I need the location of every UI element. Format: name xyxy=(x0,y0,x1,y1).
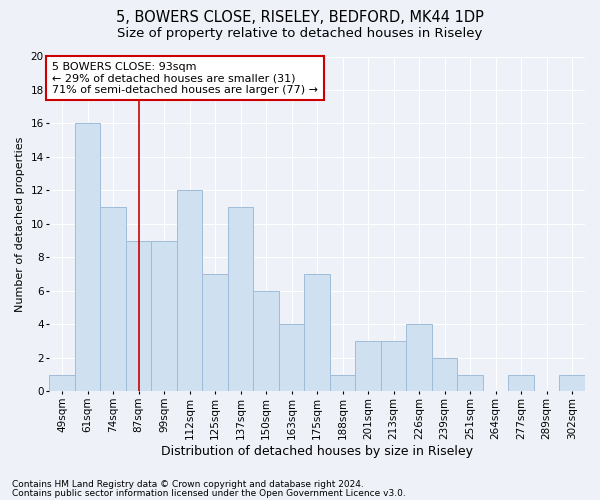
Text: Size of property relative to detached houses in Riseley: Size of property relative to detached ho… xyxy=(118,28,482,40)
Bar xyxy=(202,274,228,392)
Bar xyxy=(406,324,432,392)
Bar xyxy=(126,240,151,392)
Text: 5 BOWERS CLOSE: 93sqm
← 29% of detached houses are smaller (31)
71% of semi-deta: 5 BOWERS CLOSE: 93sqm ← 29% of detached … xyxy=(52,62,318,94)
Bar xyxy=(100,207,126,392)
Bar xyxy=(381,341,406,392)
Bar xyxy=(457,374,483,392)
Bar xyxy=(49,374,75,392)
Bar xyxy=(355,341,381,392)
Bar xyxy=(177,190,202,392)
Bar xyxy=(75,124,100,392)
Bar xyxy=(508,374,534,392)
Bar xyxy=(253,291,279,392)
Text: 5, BOWERS CLOSE, RISELEY, BEDFORD, MK44 1DP: 5, BOWERS CLOSE, RISELEY, BEDFORD, MK44 … xyxy=(116,10,484,25)
X-axis label: Distribution of detached houses by size in Riseley: Distribution of detached houses by size … xyxy=(161,444,473,458)
Y-axis label: Number of detached properties: Number of detached properties xyxy=(15,136,25,312)
Text: Contains HM Land Registry data © Crown copyright and database right 2024.: Contains HM Land Registry data © Crown c… xyxy=(12,480,364,489)
Text: Contains public sector information licensed under the Open Government Licence v3: Contains public sector information licen… xyxy=(12,488,406,498)
Bar xyxy=(559,374,585,392)
Bar xyxy=(228,207,253,392)
Bar xyxy=(432,358,457,392)
Bar xyxy=(330,374,355,392)
Bar xyxy=(279,324,304,392)
Bar xyxy=(304,274,330,392)
Bar xyxy=(151,240,177,392)
